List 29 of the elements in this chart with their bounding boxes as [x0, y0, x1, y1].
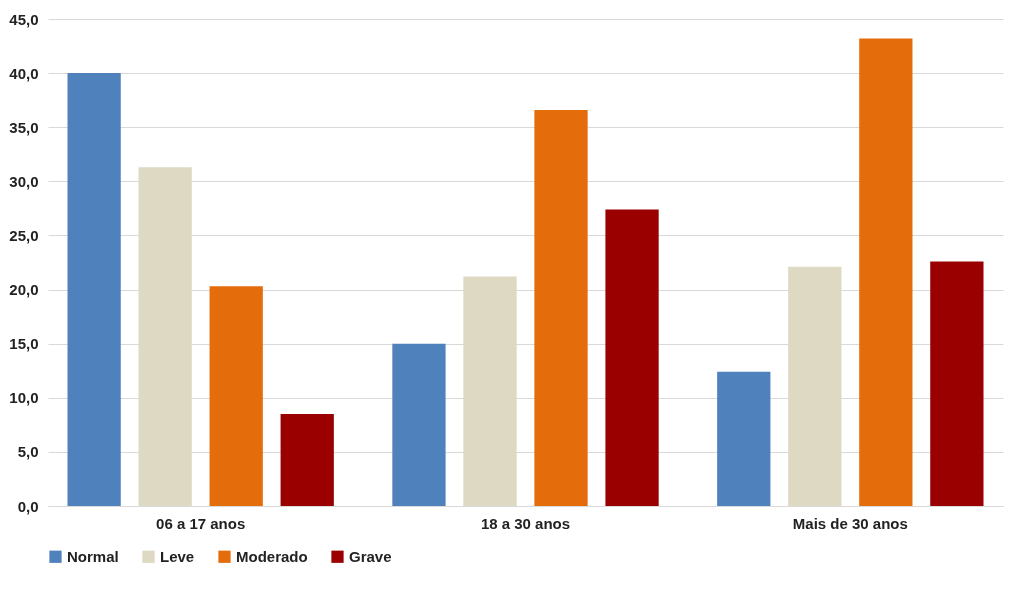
bar	[280, 414, 334, 506]
legend-label: Moderado	[236, 547, 308, 565]
bar	[859, 38, 913, 506]
legend-label: Grave	[349, 547, 392, 565]
bar	[717, 371, 771, 506]
y-tick-label: 40,0	[9, 64, 39, 82]
y-tick-label: 25,0	[9, 226, 39, 244]
bar	[463, 276, 517, 506]
y-tick-label: 35,0	[9, 118, 39, 136]
bar	[788, 266, 842, 506]
legend-label: Normal	[67, 547, 119, 565]
bar	[534, 109, 588, 506]
x-tick-label: 18 a 30 anos	[480, 514, 571, 532]
y-tick-label: 5,0	[17, 443, 39, 461]
legend-label: Leve	[160, 547, 195, 565]
bar	[930, 261, 984, 506]
y-tick-label: 15,0	[9, 335, 39, 353]
x-tick-label: Mais de 30 anos	[792, 514, 908, 532]
y-tick-label: 10,0	[9, 389, 39, 407]
x-tick-label: 06 a 17 anos	[156, 514, 246, 532]
y-tick-label: 45,0	[9, 10, 39, 28]
bar	[392, 343, 446, 506]
bar	[209, 286, 263, 506]
bar	[67, 73, 121, 506]
bar	[605, 209, 659, 506]
y-tick-label: 0,0	[17, 497, 39, 515]
y-tick-label: 20,0	[9, 281, 39, 299]
y-tick-label: 30,0	[9, 172, 39, 190]
bar	[138, 167, 192, 506]
